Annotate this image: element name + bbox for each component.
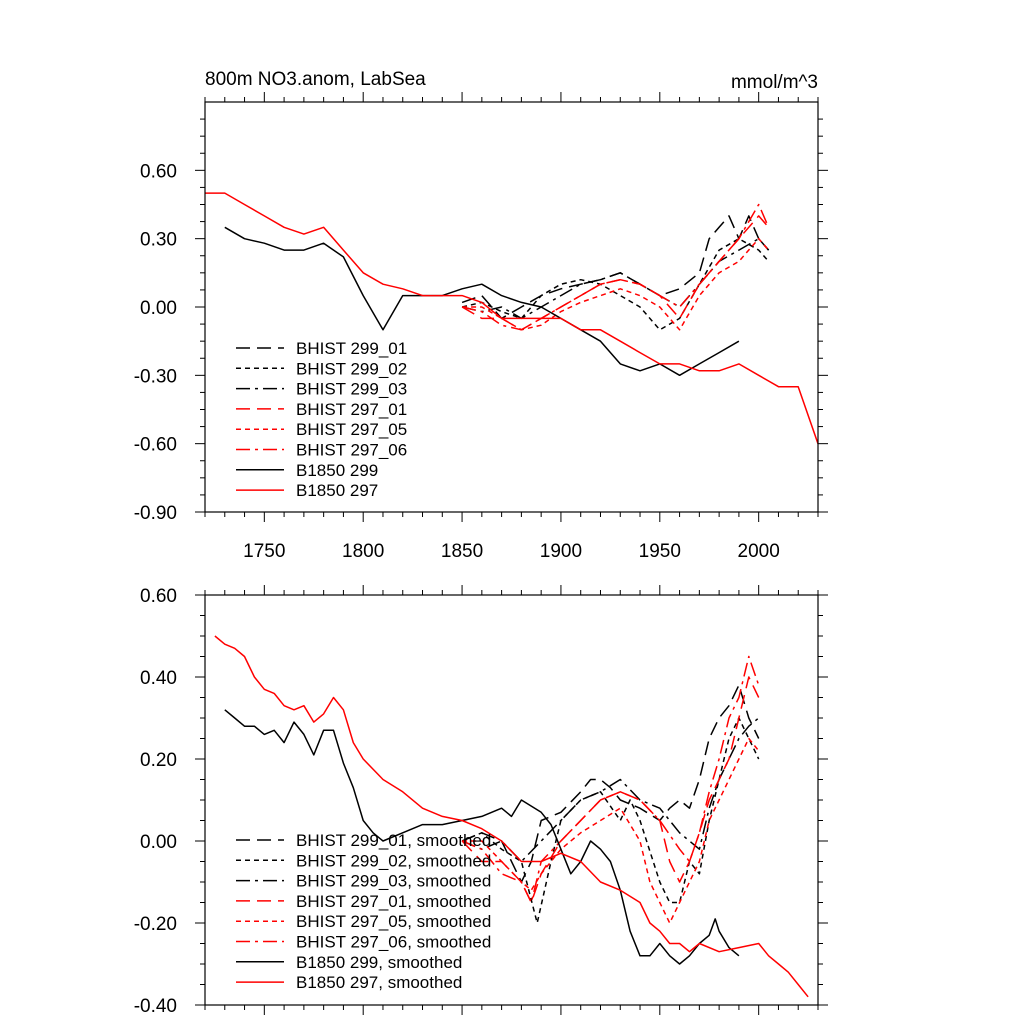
- y-tick-label: -0.90: [134, 503, 177, 524]
- series-line-1: [461, 684, 760, 883]
- y-tick-label: 0.20: [140, 750, 177, 771]
- series-line-7: [224, 709, 740, 965]
- legend-label: BHIST 297_06, smoothed: [296, 933, 491, 952]
- y-tick-label: -0.40: [134, 996, 177, 1017]
- series-line-1: [461, 215, 770, 320]
- x-tick-label: 1850: [441, 541, 483, 562]
- y-tick-label: -0.60: [134, 435, 177, 456]
- legend-label: B1850 297: [296, 481, 378, 500]
- y-tick-label: -0.30: [134, 366, 177, 387]
- y-tick-label: 0.00: [140, 298, 177, 319]
- series-line-5: [462, 737, 760, 924]
- series-line-7: [224, 226, 740, 377]
- y-tick-label: 0.60: [140, 586, 177, 607]
- axis-tick-labels: 1750 1800 1850 1900 1950 2000 -0.90 -0.60 -0.30 0…: [134, 161, 780, 562]
- axis-ticks: [195, 585, 828, 1015]
- series-line-2: [461, 717, 760, 924]
- y-tick-label: 0.60: [140, 161, 177, 182]
- legend-label: BHIST 299_02: [296, 359, 407, 378]
- series-line-4: [461, 676, 760, 904]
- legend-label: BHIST 299_03: [296, 380, 407, 399]
- legend-label: BHIST 299_03, smoothed: [296, 872, 491, 891]
- series-line-6: [461, 203, 770, 331]
- legend-label: B1850 297, smoothed: [296, 973, 462, 992]
- axis-ticks: [195, 92, 828, 522]
- series-line-5: [462, 237, 770, 331]
- y-tick-label: -0.20: [134, 914, 177, 935]
- series-line-3: [461, 237, 770, 320]
- series-line-2: [461, 237, 770, 331]
- x-tick-label: 2000: [738, 541, 780, 562]
- legend-label: B1850 299: [296, 461, 378, 480]
- y-tick-label: 0.40: [140, 668, 177, 689]
- legend-label: BHIST 299_02, smoothed: [296, 851, 491, 870]
- panel-units: mmol/m^3: [731, 72, 818, 93]
- panel-bottom: -0.40 -0.20 0.00 0.20 0.40 0.60 BHIST 299_01,…: [134, 585, 828, 1017]
- x-tick-label: 1800: [342, 541, 384, 562]
- axis-tick-labels: -0.40 -0.20 0.00 0.20 0.40 0.60: [134, 586, 177, 1017]
- legend-label: B1850 299, smoothed: [296, 953, 462, 972]
- x-tick-label: 1950: [639, 541, 681, 562]
- x-tick-label: 1750: [243, 541, 285, 562]
- panel-top: 800m NO3.anom, LabSea mmol/m^3 1750 1800 1…: [134, 69, 828, 562]
- legend-label: BHIST 297_01: [296, 400, 407, 419]
- series-line-3: [461, 717, 760, 863]
- series-line-8: [205, 192, 818, 444]
- panel-title: 800m NO3.anom, LabSea: [205, 69, 426, 90]
- legend-label: BHIST 299_01: [296, 339, 407, 358]
- series-lines: [214, 635, 809, 998]
- series-line-4: [461, 215, 770, 331]
- legend-label: BHIST 297_06: [296, 441, 407, 460]
- x-tick-label: 1900: [540, 541, 582, 562]
- legend-label: BHIST 297_01, smoothed: [296, 892, 491, 911]
- legend-label: BHIST 299_01, smoothed: [296, 831, 491, 850]
- series-line-8: [214, 635, 809, 998]
- legend-label: BHIST 297_05: [296, 420, 407, 439]
- y-tick-label: 0.00: [140, 832, 177, 853]
- series-line-6: [461, 655, 760, 904]
- series-lines: [205, 192, 818, 444]
- legend-label: BHIST 297_05, smoothed: [296, 912, 491, 931]
- y-tick-label: 0.30: [140, 230, 177, 251]
